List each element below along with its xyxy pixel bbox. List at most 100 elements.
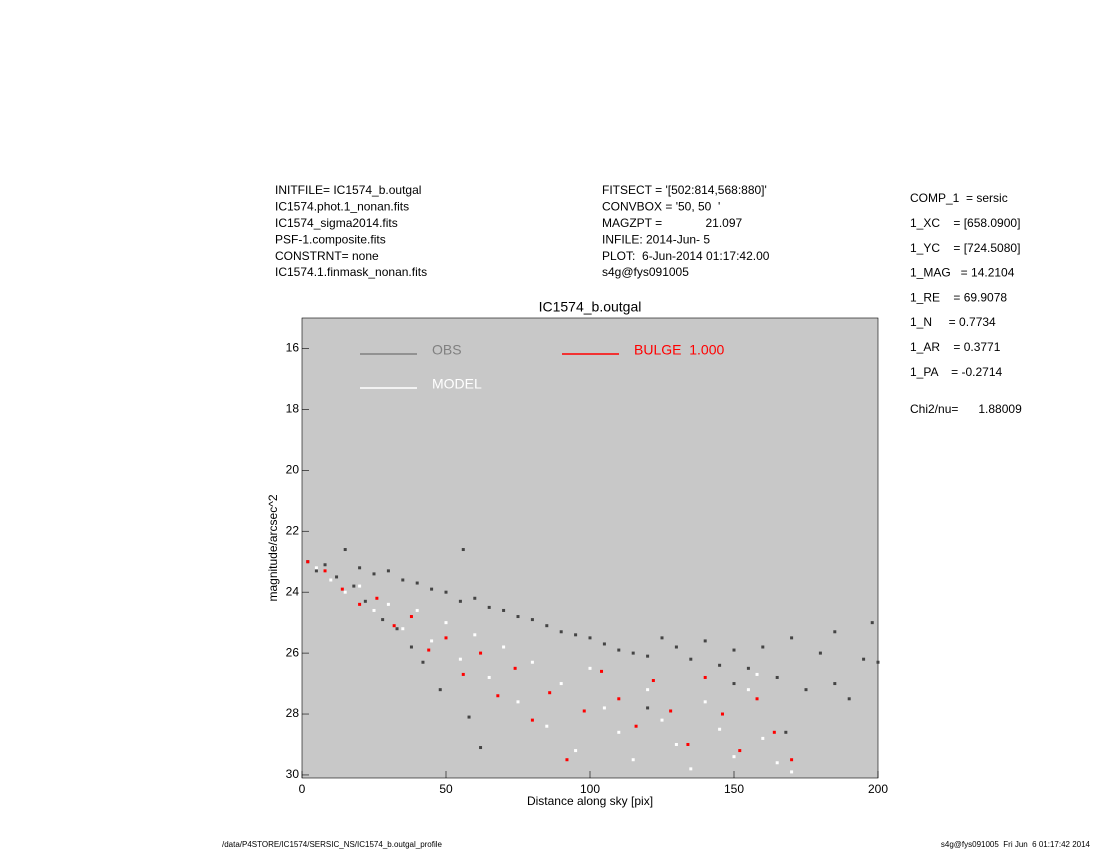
point [306,560,310,564]
point [588,666,592,670]
point [444,621,448,625]
point [545,624,549,628]
point [479,746,483,750]
point [746,666,750,670]
point [329,578,333,582]
x-axis-label: Distance along sky [pix] [527,794,653,808]
point [358,566,362,570]
point [335,575,339,579]
point [646,654,650,658]
param-line: 1_AR = 0.3771 [910,340,1001,354]
point [660,718,664,722]
point [502,645,506,649]
point [703,675,707,679]
chi2: Chi2/nu= 1.88009 [910,402,1022,416]
point [502,608,506,612]
point [790,758,794,762]
point [386,569,390,573]
point [392,624,396,628]
point [473,633,477,637]
header-line: IC1574.1.finmask_nonan.fits [275,265,427,279]
point [588,636,592,640]
point [401,578,405,582]
point [732,755,736,759]
point [461,672,465,676]
point [833,630,837,634]
point [761,645,765,649]
header-line: CONVBOX = '50, 50 ' [602,200,720,214]
y-axis-label: magnitude/arcsec^2 [266,494,280,601]
header-line: CONSTRNT= none [275,249,379,263]
point [703,700,707,704]
point [430,587,434,591]
point [496,694,500,698]
point [631,758,635,762]
param-line: 1_RE = 69.9078 [910,290,1007,304]
point [395,627,399,631]
point [352,584,356,588]
legend-label: OBS [432,342,462,358]
point [513,666,517,670]
point [409,645,413,649]
point [372,572,376,576]
point [427,648,431,652]
point [772,730,776,734]
point [804,688,808,692]
point [548,691,552,695]
point [755,697,759,701]
y-tick-label: 22 [286,523,300,537]
point [545,724,549,728]
point [602,706,606,710]
point [358,584,362,588]
point [516,615,520,619]
point [444,636,448,640]
point [703,639,707,643]
point [323,569,327,573]
point [461,548,465,552]
point [363,599,367,603]
point [617,730,621,734]
point [720,712,724,716]
point [617,648,621,652]
point [559,630,563,634]
point [559,682,563,686]
point [738,749,742,753]
point [732,682,736,686]
point [479,651,483,655]
y-tick-label: 24 [286,584,300,598]
point [487,675,491,679]
header-line: PSF-1.composite.fits [275,232,386,246]
point [401,627,405,631]
point [415,608,419,612]
point [582,709,586,713]
point [600,669,604,673]
point [358,602,362,606]
point [634,724,638,728]
chart-title: IC1574_b.outgal [539,299,642,315]
y-tick-label: 28 [286,706,300,720]
point [862,657,866,661]
param-line: 1_N = 0.7734 [910,315,996,329]
point [651,679,655,683]
point [602,642,606,646]
point [718,727,722,731]
point [381,618,385,622]
point [343,548,347,552]
x-tick-label: 200 [868,782,888,796]
point [574,633,578,637]
param-line: 1_PA = -0.2714 [910,365,1003,379]
x-tick-label: 50 [439,782,453,796]
point [438,688,442,692]
point [458,599,462,603]
header-line: IC1574_sigma2014.fits [275,216,398,230]
point [755,672,759,676]
point [487,605,491,609]
y-tick-label: 26 [286,645,300,659]
y-tick-label: 20 [286,462,300,476]
point [375,596,379,600]
point [421,660,425,664]
point [746,688,750,692]
param-line: 1_YC = [724.5080] [910,241,1020,255]
point [674,742,678,746]
